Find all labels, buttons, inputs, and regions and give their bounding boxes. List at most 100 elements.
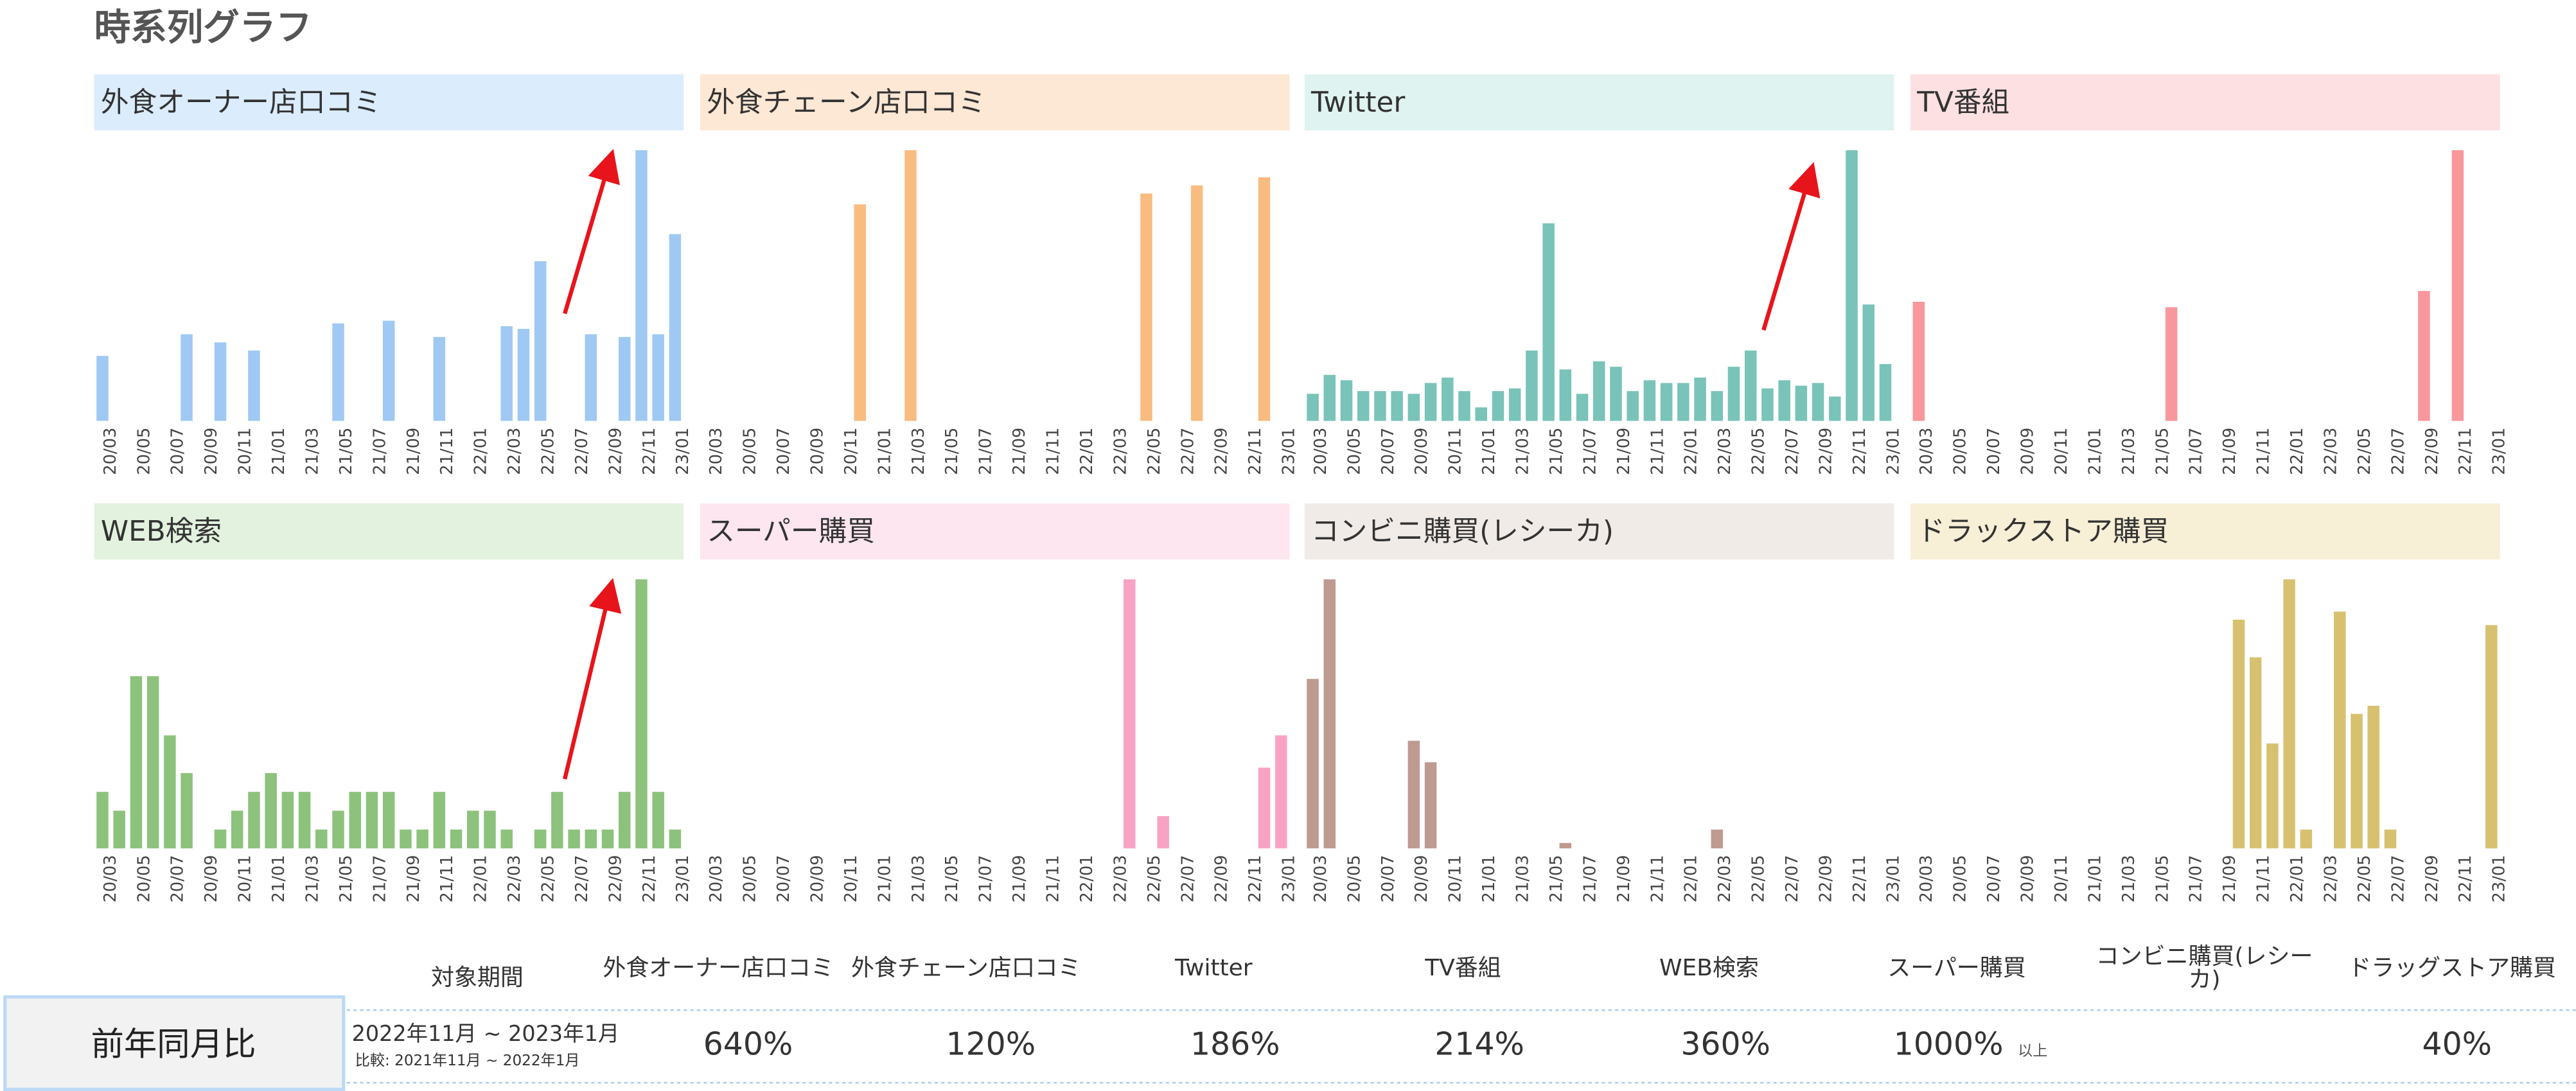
bar (568, 829, 580, 849)
bar (2451, 150, 2464, 421)
bar (1258, 767, 1271, 849)
x-tick-label: 22/01 (1682, 428, 1701, 475)
x-tick-label: 21/11 (1044, 428, 1063, 475)
row-header[interactable]: 前年同月比 (91, 1026, 256, 1064)
bar (2367, 706, 2379, 849)
cell-value: 186% (1190, 1026, 1280, 1063)
bar (1761, 388, 1774, 421)
panel-title: TV番組 (1916, 86, 2009, 119)
x-tick-label: 20/07 (774, 428, 793, 475)
bar (2418, 291, 2430, 421)
x-tick-label: 22/07 (572, 428, 592, 475)
bar (500, 829, 513, 849)
x-tick-label: 22/05 (538, 855, 558, 902)
x-tick-label: 21/03 (909, 428, 928, 475)
x-tick-label: 22/09 (2422, 855, 2442, 902)
x-tick-label: 22/03 (1111, 428, 1130, 475)
x-tick-label: 20/05 (1951, 855, 1970, 902)
x-tick-label: 20/07 (1984, 428, 2004, 475)
x-tick-label: 22/01 (472, 428, 491, 475)
panel-header (700, 74, 1290, 131)
bar (1123, 579, 1136, 849)
x-tick-label: 21/05 (942, 428, 962, 475)
bar (1559, 369, 1572, 421)
panel-title: ドラックストア購買 (1917, 515, 2169, 548)
x-tick-label: 21/11 (1044, 855, 1063, 902)
column-header: 対象期間 (431, 964, 524, 991)
bar (1812, 383, 1824, 421)
x-tick-label: 20/05 (741, 855, 760, 902)
bar (1391, 391, 1403, 421)
bar (400, 829, 412, 849)
x-tick-label: 22/05 (2355, 428, 2374, 475)
x-tick-label: 21/01 (269, 428, 288, 475)
x-tick-label: 20/09 (1412, 428, 1431, 475)
bar (1442, 377, 1454, 421)
x-tick-label: 22/11 (2456, 855, 2475, 902)
row-header-button[interactable] (3, 995, 346, 1091)
bar (248, 350, 260, 421)
bar (1258, 177, 1271, 421)
cell-value: 120% (946, 1026, 1036, 1063)
bar (1846, 150, 1858, 421)
cell-value: 360% (1681, 1026, 1770, 1063)
x-tick-label: 22/01 (1077, 428, 1097, 475)
comparison-period: 比較: 2021年11月 ~ 2022年1月 (355, 1052, 580, 1069)
bar (450, 829, 463, 849)
x-tick-label: 20/09 (202, 428, 221, 475)
bar (1694, 377, 1706, 421)
x-tick-label: 22/09 (1212, 855, 1231, 902)
bar (1627, 391, 1639, 421)
bar (248, 792, 260, 849)
x-tick-label: 22/07 (572, 855, 592, 902)
x-tick-label: 20/11 (842, 428, 861, 475)
bar (265, 772, 277, 849)
trend-arrow (563, 577, 622, 780)
x-tick-label: 20/09 (807, 428, 827, 475)
panel-header (1304, 74, 1894, 131)
panel-header (1304, 503, 1894, 560)
bar (618, 792, 631, 849)
bar (315, 829, 328, 849)
bar (2266, 743, 2279, 849)
x-tick-label: 22/07 (1178, 855, 1197, 902)
bar (433, 792, 446, 849)
x-tick-label: 21/11 (2254, 428, 2273, 475)
x-tick-label: 21/07 (976, 855, 996, 902)
x-tick-label: 21/05 (2153, 855, 2172, 902)
x-tick-label: 20/11 (2052, 428, 2071, 475)
x-tick-label: 21/03 (303, 428, 322, 475)
x-tick-label: 21/09 (2220, 428, 2239, 475)
column-header: Twitter (1174, 955, 1253, 981)
bar (416, 829, 428, 849)
x-tick-label: 22/03 (505, 855, 524, 902)
x-tick-label: 22/01 (2288, 855, 2307, 902)
x-tick-label: 22/05 (538, 428, 558, 475)
x-tick-label: 22/11 (1850, 428, 1869, 475)
x-tick-label: 21/09 (404, 855, 423, 902)
bar (1407, 740, 1420, 849)
x-tick-label: 20/03 (707, 428, 726, 475)
bar (534, 261, 547, 421)
cell-note: 以上 (2018, 1043, 2047, 1060)
bar (1559, 842, 1572, 849)
bar (96, 792, 109, 849)
bar (433, 336, 446, 421)
x-tick-label: 22/01 (1077, 855, 1097, 902)
bar (96, 356, 109, 421)
x-tick-label: 23/01 (673, 855, 693, 902)
panel-header (94, 503, 684, 560)
x-tick-label: 21/01 (1479, 428, 1499, 475)
bar (1542, 223, 1555, 421)
x-tick-label: 21/03 (303, 855, 322, 902)
x-tick-label: 20/11 (236, 855, 255, 902)
x-tick-label: 23/01 (1883, 855, 1903, 902)
bar (1323, 579, 1336, 849)
x-tick-label: 20/11 (842, 855, 861, 902)
x-tick-label: 20/11 (1446, 855, 1465, 902)
bar (130, 676, 143, 849)
x-tick-label: 21/07 (370, 428, 389, 475)
panel-header (1910, 503, 2500, 560)
x-tick-label: 21/01 (2085, 428, 2104, 475)
bar (349, 792, 362, 849)
